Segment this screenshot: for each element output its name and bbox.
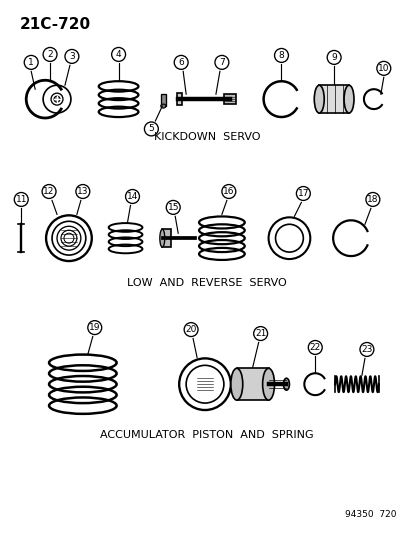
Ellipse shape [230,368,242,400]
Text: 20: 20 [185,325,196,334]
Text: 4: 4 [116,50,121,59]
Text: 94350  720: 94350 720 [344,510,396,519]
Text: 12: 12 [43,187,55,196]
Ellipse shape [343,85,353,113]
Text: KICKDOWN  SERVO: KICKDOWN SERVO [153,132,260,142]
Text: 13: 13 [77,187,88,196]
Text: 23: 23 [361,345,372,354]
Bar [161,94,166,106]
Bar [162,229,171,247]
Text: 16: 16 [223,187,234,196]
Bar [177,93,182,105]
Ellipse shape [54,96,60,102]
Text: 15: 15 [167,203,178,212]
Text: 21: 21 [254,329,266,338]
Text: 3: 3 [69,52,75,61]
Text: 9: 9 [330,53,336,62]
Text: LOW  AND  REVERSE  SERVO: LOW AND REVERSE SERVO [127,278,286,288]
Text: 18: 18 [366,195,378,204]
Bar [236,368,268,400]
Text: 22: 22 [309,343,320,352]
Text: 7: 7 [218,58,224,67]
Text: 2: 2 [47,50,53,59]
Ellipse shape [313,85,323,113]
Ellipse shape [262,368,274,400]
Ellipse shape [159,229,164,247]
Bar [223,94,235,104]
Text: ACCUMULATOR  PISTON  AND  SPRING: ACCUMULATOR PISTON AND SPRING [100,430,313,440]
Text: 21C-720: 21C-720 [19,17,90,31]
Text: 14: 14 [126,192,138,201]
Text: 17: 17 [297,189,309,198]
Text: 1: 1 [28,58,34,67]
Text: 8: 8 [278,51,284,60]
Bar [318,85,348,113]
Text: 10: 10 [377,64,389,73]
Text: 5: 5 [148,124,154,133]
Text: 6: 6 [178,58,184,67]
Ellipse shape [283,378,289,390]
Text: 11: 11 [15,195,27,204]
Ellipse shape [160,104,165,108]
Text: 19: 19 [89,323,100,332]
